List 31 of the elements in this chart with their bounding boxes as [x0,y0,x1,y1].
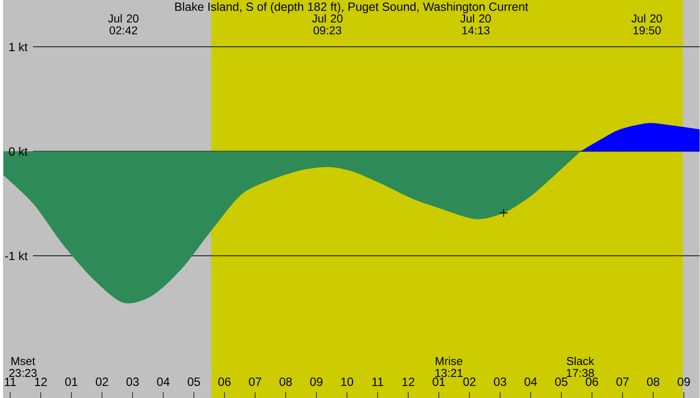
x-tick-label: 05 [555,377,568,386]
annotation: Jul 20 14:13 [460,14,491,34]
x-tick-label: 08 [280,377,292,386]
x-tick-label: 07 [248,377,262,386]
x-tick-label: 02 [96,377,108,386]
x-tick-label: 09 [310,377,322,386]
x-tick-label: 05 [188,377,200,386]
x-tick-label: 01 [65,377,78,386]
annotation: Jul 20 19:50 [632,14,662,34]
x-tick-label: 06 [586,377,598,386]
x-tick-label: 01 [432,377,445,386]
annotation: Mset 23:23 [9,356,37,377]
y-tick-label: 1 kt [9,42,28,51]
annotation: Slack 17:38 [566,356,594,377]
x-tick-label: 10 [341,377,354,386]
annotation: Mrise 13:21 [435,356,463,377]
y-tick-label: -1 kt [5,251,28,260]
x-tick-label: 03 [494,377,506,386]
x-tick-label: 11 [372,378,384,386]
annotation: Jul 20 09:23 [312,14,343,34]
x-tick-label: 04 [524,377,537,386]
x-tick-label: 08 [647,377,660,386]
x-tick-label: 12 [402,377,414,386]
x-tick-label: 03 [126,377,139,386]
x-tick-label: 12 [35,377,47,386]
annotation: Jul 20 02:42 [108,14,138,34]
x-tick-label: 11 [4,378,16,386]
x-tick-label: 04 [157,377,170,386]
x-tick-label: 02 [463,377,476,386]
x-tick-label: 06 [218,377,231,386]
x-tick-label: 07 [616,377,629,386]
